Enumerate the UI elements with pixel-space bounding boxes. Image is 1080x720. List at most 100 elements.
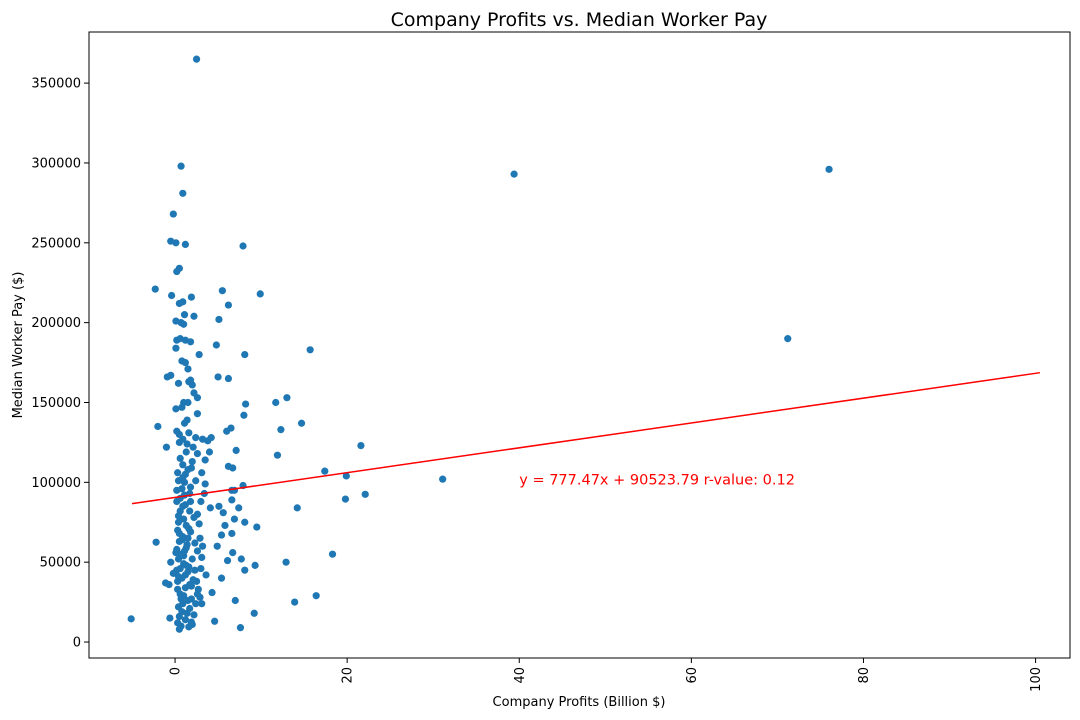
y-tick-label: 350000	[31, 77, 81, 92]
y-tick-label: 300000	[31, 156, 81, 171]
data-point	[187, 618, 196, 626]
y-tick-label: 200000	[31, 316, 81, 331]
data-point	[224, 374, 233, 383]
x-tick-label: 0	[169, 667, 184, 675]
data-point	[186, 376, 195, 384]
data-point	[196, 593, 204, 601]
data-point	[215, 315, 223, 324]
data-point	[175, 264, 183, 272]
data-point	[256, 290, 264, 298]
data-point	[152, 538, 160, 546]
data-point	[198, 542, 207, 550]
data-point	[219, 509, 227, 517]
data-point	[191, 539, 199, 547]
data-point	[241, 350, 249, 359]
data-point	[181, 616, 189, 624]
y-axis: 0 50000 100000 150000 200000 250000 300000 3500…	[31, 77, 89, 651]
data-point	[253, 523, 261, 531]
data-point	[167, 237, 175, 245]
data-point	[193, 410, 202, 418]
data-point	[179, 435, 187, 443]
data-points	[127, 55, 833, 633]
data-point	[173, 486, 181, 494]
data-point	[228, 496, 236, 504]
x-tick-label: 80	[857, 667, 872, 684]
data-point	[283, 394, 291, 402]
data-point	[166, 614, 174, 622]
data-point	[229, 549, 237, 557]
data-point	[784, 335, 792, 343]
y-axis-label: Median Worker Pay ($)	[11, 272, 26, 419]
data-point	[195, 520, 203, 528]
x-axis: 0 20 40 60 80 100	[169, 658, 1044, 692]
data-point	[188, 457, 196, 466]
y-tick-label: 0	[73, 636, 81, 651]
data-point	[192, 477, 200, 485]
data-point	[273, 451, 282, 459]
data-point	[217, 574, 226, 582]
data-point	[341, 495, 350, 503]
data-point	[218, 287, 226, 295]
data-point	[321, 467, 329, 475]
data-point	[188, 555, 196, 563]
data-point	[235, 504, 243, 512]
data-point	[180, 311, 189, 319]
data-point	[195, 350, 203, 359]
data-point	[191, 566, 199, 574]
data-point	[172, 405, 180, 413]
data-point	[185, 429, 193, 437]
data-point	[202, 571, 210, 579]
data-point	[186, 338, 195, 346]
data-point	[215, 502, 223, 510]
data-point	[186, 580, 194, 589]
data-point	[291, 598, 299, 606]
data-point	[177, 162, 185, 170]
data-point	[186, 497, 195, 506]
data-point	[198, 600, 206, 608]
x-tick-label: 100	[1029, 667, 1044, 692]
data-point	[198, 469, 206, 477]
data-point	[192, 434, 200, 442]
data-point	[174, 379, 183, 387]
data-point	[282, 558, 290, 566]
data-point	[439, 475, 447, 483]
data-point	[293, 504, 301, 512]
data-point	[201, 480, 209, 488]
data-point	[236, 624, 245, 632]
data-point	[174, 518, 183, 526]
data-point	[176, 590, 184, 598]
regression-line	[131, 371, 1040, 505]
regression-annotation: y = 777.47x + 90523.79 r-value: 0.12	[519, 472, 795, 488]
data-point	[182, 561, 190, 569]
data-point	[181, 358, 189, 367]
data-point	[197, 497, 205, 506]
data-point	[193, 449, 202, 458]
data-point	[184, 534, 192, 542]
plot-frame	[88, 31, 1071, 659]
data-point	[221, 521, 229, 530]
data-point	[193, 547, 202, 555]
data-point	[127, 615, 135, 623]
data-point	[179, 298, 187, 306]
data-point	[241, 566, 249, 574]
data-point	[179, 473, 187, 482]
data-point	[184, 465, 192, 474]
data-point	[328, 550, 337, 558]
data-point	[176, 454, 184, 462]
data-point	[187, 293, 196, 301]
data-point	[177, 550, 185, 558]
data-point	[172, 344, 180, 352]
data-point	[223, 556, 232, 565]
data-point	[179, 600, 187, 608]
data-point	[237, 555, 245, 563]
data-point	[163, 373, 171, 381]
x-tick-label: 20	[341, 667, 356, 684]
data-point	[277, 426, 285, 434]
data-point	[272, 398, 280, 407]
data-point	[213, 542, 221, 550]
data-point	[205, 448, 214, 456]
data-point	[173, 566, 181, 574]
data-point	[306, 346, 314, 354]
x-tick-label: 60	[685, 667, 700, 684]
data-point	[162, 443, 171, 451]
